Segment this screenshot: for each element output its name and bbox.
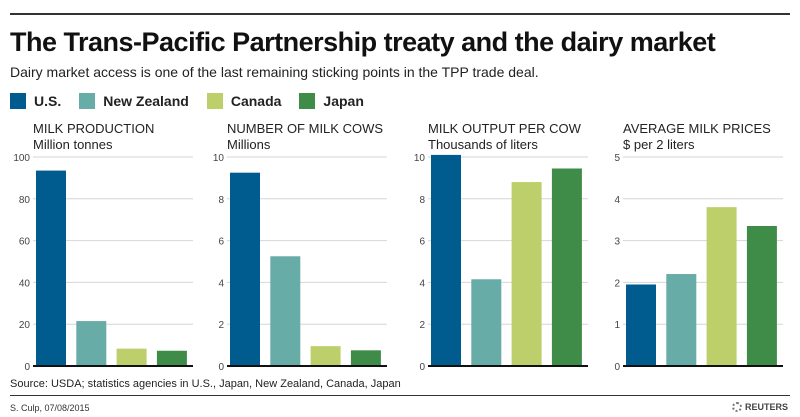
reuters-logo: REUTERS [731, 402, 788, 412]
legend-label: Canada [230, 93, 282, 109]
bar-canada [706, 207, 737, 366]
chart-panel-4: AVERAGE MILK PRICES$ per 2 liters 0 1 2 3 4 5 [614, 121, 783, 373]
y-tick-label: 2 [218, 320, 224, 331]
bar-canada [310, 346, 341, 366]
legend-swatch [206, 93, 223, 109]
y-tick-label: 80 [19, 195, 31, 206]
y-tick-label: 8 [218, 195, 224, 206]
legend-swatch [299, 93, 316, 109]
y-tick-label: 5 [614, 153, 620, 164]
bar-japan [350, 350, 381, 366]
y-tick-label: 2 [419, 320, 425, 331]
legend-label: Japan [323, 93, 364, 109]
bar-new-zealand [76, 321, 107, 366]
top-rule [10, 13, 790, 15]
chart-subtitle: Million tonnes [33, 137, 113, 152]
page-subtitle: Dairy market access is one of the last r… [10, 64, 539, 80]
bottom-rule [10, 395, 790, 396]
y-tick-label: 60 [19, 237, 31, 248]
y-tick-label: 1 [614, 320, 620, 331]
bar-u-s- [230, 172, 260, 366]
legend-item-canada: Canada [206, 93, 282, 109]
y-tick-label: 8 [419, 195, 425, 206]
chart-title: AVERAGE MILK PRICES [623, 121, 771, 136]
y-tick-label: 0 [419, 362, 425, 373]
bar-new-zealand [666, 274, 697, 366]
y-tick-label: 4 [614, 195, 620, 206]
y-tick-label: 4 [419, 278, 425, 289]
page-title: The Trans-Pacific Partnership treaty and… [10, 27, 716, 57]
y-tick-label: 100 [13, 153, 30, 164]
chart-subtitle: Thousands of liters [428, 137, 538, 152]
bar-japan [746, 225, 777, 366]
credit: S. Culp, 07/08/2015 [10, 403, 90, 413]
y-tick-label: 4 [218, 278, 224, 289]
y-tick-label: 0 [614, 362, 620, 373]
bar-canada [116, 348, 147, 366]
chart-title: NUMBER OF MILK COWS [227, 121, 383, 136]
legend: U.S. New Zealand Canada Japan [10, 93, 364, 109]
y-tick-label: 2 [614, 278, 620, 289]
chart-title: MILK OUTPUT PER COW [428, 121, 582, 136]
y-tick-label: 3 [614, 237, 620, 248]
bar-u-s- [431, 154, 461, 366]
y-tick-label: 10 [213, 153, 225, 164]
legend-item-japan: Japan [299, 93, 364, 109]
y-tick-label: 6 [419, 237, 425, 248]
bar-new-zealand [270, 256, 301, 366]
bar-japan [156, 350, 187, 366]
legend-item-new-zealand: New Zealand [79, 93, 189, 109]
bar-u-s- [36, 170, 66, 366]
legend-swatch [79, 93, 96, 109]
reuters-logo-icon [731, 402, 742, 412]
y-tick-label: 10 [414, 153, 426, 164]
chart-title: MILK PRODUCTION [33, 121, 154, 136]
bar-new-zealand [471, 279, 502, 366]
y-tick-label: 40 [19, 278, 31, 289]
source-note: Source: USDA; statistics agencies in U.S… [10, 378, 401, 390]
legend-swatch [10, 93, 26, 109]
y-tick-label: 20 [19, 320, 31, 331]
y-tick-label: 0 [218, 362, 224, 373]
y-tick-label: 0 [24, 362, 30, 373]
legend-item-us: U.S. [10, 93, 61, 109]
chart-subtitle: $ per 2 liters [623, 137, 695, 152]
bar-japan [551, 168, 582, 366]
y-tick-label: 6 [218, 237, 224, 248]
bar-u-s- [626, 284, 656, 366]
legend-label: U.S. [34, 93, 62, 109]
bar-canada [511, 182, 542, 366]
chart-subtitle: Millions [227, 137, 271, 152]
legend-label: New Zealand [103, 93, 189, 109]
